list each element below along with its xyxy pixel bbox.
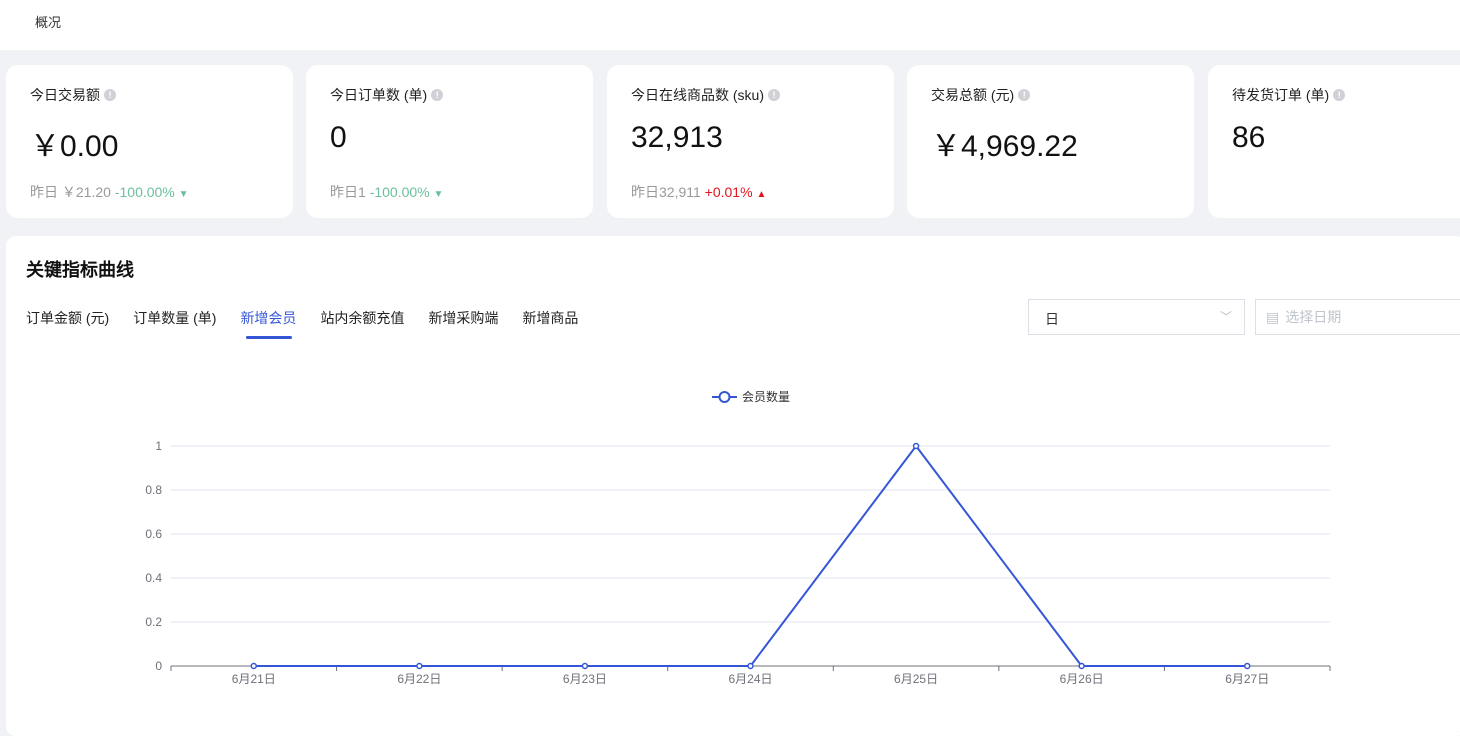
card-value: 86: [1232, 121, 1266, 154]
stat-card: 交易总额 (元)! ￥4,969.22: [907, 65, 1194, 218]
y-tick-label: 0.8: [145, 483, 162, 497]
yesterday-value: 昨日32,911: [631, 184, 701, 200]
triangle-down-icon: ▼: [433, 189, 444, 200]
y-tick-label: 0.4: [145, 571, 162, 585]
period-select[interactable]: 日 ﹀: [1028, 299, 1245, 335]
legend-marker: [718, 391, 731, 403]
card-title: 今日在线商品数 (sku): [631, 87, 764, 103]
info-icon[interactable]: !: [104, 89, 116, 101]
change-percent: -100.00%: [114, 184, 175, 200]
data-point: [581, 662, 589, 670]
y-tick-label: 1: [155, 439, 162, 453]
breadcrumb[interactable]: 概况: [35, 15, 62, 30]
card-title: 交易总额 (元): [931, 87, 1015, 103]
stat-card: 待发货订单 (单)! 86: [1208, 65, 1460, 218]
card-value: ￥4,969.22: [931, 130, 1078, 163]
tab-4[interactable]: 新增采购端: [428, 310, 499, 326]
date-placeholder: 选择日期: [1285, 309, 1342, 325]
x-tick-label: 6月27日: [1225, 672, 1269, 686]
panel-title: 关键指标曲线: [26, 260, 134, 280]
tab-2[interactable]: 新增会员: [240, 310, 297, 339]
chevron-down-icon: ﹀: [1219, 310, 1232, 324]
stat-card: 今日订单数 (单)! 0 昨日1 -100.00% ▼: [306, 65, 593, 218]
metric-tabs: 订单金额 (元) 订单数量 (单) 新增会员 站内余额充值 新增采购端 新增商品: [26, 308, 579, 339]
x-tick-label: 6月26日: [1060, 672, 1104, 686]
y-tick-label: 0.2: [145, 615, 162, 629]
data-point: [912, 442, 920, 450]
tab-1[interactable]: 订单数量 (单): [133, 310, 217, 326]
change-percent: -100.00%: [369, 184, 430, 200]
stat-card: 今日交易额! ￥0.00 昨日 ￥21.20 -100.00% ▼: [6, 65, 293, 218]
x-tick-label: 6月21日: [232, 672, 276, 686]
x-tick-label: 6月22日: [397, 672, 441, 686]
info-icon[interactable]: !: [1333, 89, 1346, 101]
y-tick-label: 0: [155, 659, 162, 673]
data-point: [250, 662, 258, 670]
change-percent: +0.01%: [704, 184, 753, 200]
info-icon[interactable]: !: [431, 89, 444, 101]
card-title: 今日订单数 (单): [330, 87, 428, 103]
x-tick-label: 6月24日: [728, 672, 772, 686]
key-metrics-panel: 关键指标曲线 订单金额 (元) 订单数量 (单) 新增会员 站内余额充值 新增采购端 新增…: [6, 236, 1460, 736]
card-title: 待发货订单 (单): [1232, 87, 1330, 103]
info-icon[interactable]: !: [768, 89, 780, 101]
data-point: [1078, 662, 1085, 670]
y-tick-label: 0.6: [145, 527, 162, 541]
top-bar: 概况: [0, 0, 1460, 50]
period-value: 日: [1045, 311, 1059, 327]
yesterday-value: 昨日 ￥21.20: [30, 184, 111, 200]
card-value: 32,913: [631, 121, 723, 154]
card-value: ￥0.00: [30, 130, 119, 163]
data-point: [416, 662, 423, 670]
tab-3[interactable]: 站内余额充值: [320, 310, 405, 326]
series-line: [253, 444, 1248, 667]
card-value: 0: [330, 121, 347, 154]
tab-5[interactable]: 新增商品: [522, 310, 579, 326]
triangle-down-icon: ▼: [178, 189, 189, 200]
x-tick-label: 6月23日: [563, 672, 607, 686]
calendar-icon: ▤: [1266, 308, 1280, 325]
triangle-up-icon: ▲: [756, 189, 767, 200]
legend-label: 会员数量: [742, 389, 790, 404]
info-icon[interactable]: !: [1018, 89, 1031, 101]
x-tick-label: 6月25日: [894, 672, 938, 686]
card-title: 今日交易额: [30, 87, 100, 103]
data-point: [1243, 662, 1251, 670]
yesterday-value: 昨日1: [330, 184, 366, 200]
data-point: [747, 662, 754, 670]
date-picker[interactable]: ▤ 选择日期: [1255, 299, 1460, 335]
tab-0[interactable]: 订单金额 (元): [26, 310, 110, 326]
stat-card: 今日在线商品数 (sku)! 32,913 昨日32,911 +0.01% ▲: [607, 65, 894, 218]
